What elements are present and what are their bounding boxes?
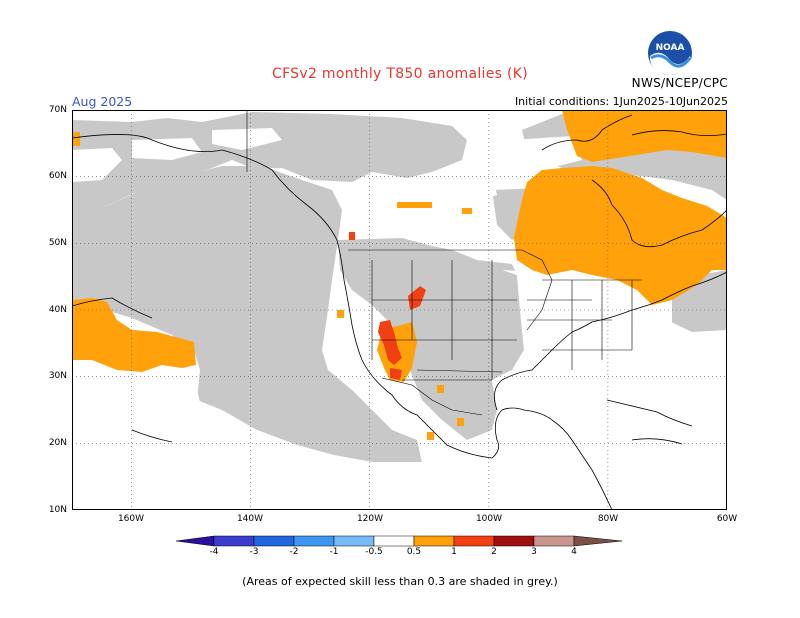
lat-label: 60N: [48, 171, 67, 181]
anomaly-map: [72, 110, 727, 510]
forecast-month: Aug 2025: [72, 94, 133, 109]
colorbar-label: 4: [571, 547, 577, 557]
skill-footnote: (Areas of expected skill less than 0.3 a…: [242, 575, 558, 588]
colorbar-segment: [373, 535, 415, 547]
colorbar-label: 3: [531, 547, 537, 557]
anomaly-0-5-to-1: [72, 110, 727, 440]
lon-label: 120W: [356, 514, 384, 524]
initial-conditions: Initial conditions: 1Jun2025-10Jun2025: [514, 95, 728, 108]
graticule: [72, 110, 727, 510]
colorbar-segment: [213, 535, 255, 547]
lat-label: 30N: [48, 371, 67, 381]
colorbar-label: -3: [249, 547, 259, 557]
unshaded-regions: [72, 128, 727, 510]
colorbar-label: -1: [329, 547, 339, 557]
lat-label: 10N: [48, 505, 67, 515]
colorbar-label: -4: [209, 547, 219, 557]
colorbar-segment: [413, 535, 455, 547]
colorbar-label: -0.5: [365, 547, 383, 557]
noaa-logo-text: NOAA: [656, 43, 685, 53]
lon-label: 160W: [117, 514, 145, 524]
colorbar-label: 0.5: [406, 547, 422, 557]
colorbar-segment: [253, 535, 295, 547]
lat-label: 20N: [48, 438, 67, 448]
lat-label: 40N: [48, 305, 67, 315]
lon-label: 100W: [475, 514, 503, 524]
colorbar-segment: [493, 535, 535, 547]
agency-credit: NWS/NCEP/CPC: [631, 76, 728, 90]
chart-title: CFSv2 monthly T850 anomalies (K): [272, 66, 528, 82]
colorbar: [175, 535, 623, 547]
map-frame: [72, 110, 727, 510]
lon-label: 140W: [236, 514, 264, 524]
colorbar-segment: [293, 535, 335, 547]
colorbar-label: -2: [289, 547, 299, 557]
lat-label: 70N: [48, 105, 67, 115]
colorbar-label: 2: [491, 547, 497, 557]
colorbar-arrow-low: [175, 535, 215, 547]
coastlines: [72, 114, 727, 510]
colorbar-segment: [333, 535, 375, 547]
colorbar-segment: [533, 535, 575, 547]
colorbar-label: 1: [451, 547, 457, 557]
lon-label: 60W: [716, 514, 738, 524]
lon-label: 80W: [597, 514, 619, 524]
colorbar-arrow-high: [573, 535, 623, 547]
colorbar-segment: [453, 535, 495, 547]
noaa-logo: NOAA: [648, 31, 692, 75]
lat-label: 50N: [48, 238, 67, 248]
